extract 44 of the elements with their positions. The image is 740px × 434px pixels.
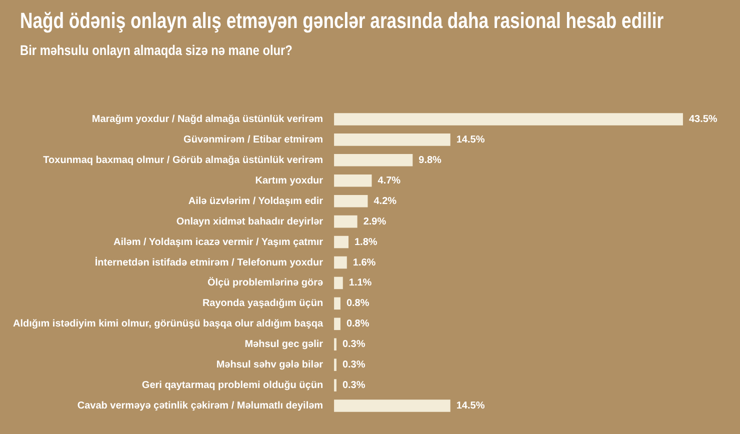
- data-label: 14.5%: [456, 400, 485, 412]
- y-tick-label: Cavab verməyə çətinlik çəkirəm / Məlumatlı deyiləm: [77, 400, 324, 412]
- y-tick-label: Rayonda yaşadığım üçün: [202, 298, 324, 310]
- data-label: 0.3%: [342, 339, 366, 350]
- y-tick-label: Ailə üzvlərim / Yoldaşım edir: [188, 196, 324, 207]
- bar: [334, 134, 450, 146]
- y-tick-label: Marağım yoxdur / Nağd almağa üstünlük verirəm: [92, 114, 324, 125]
- y-tick-label: Məhsul gec gəlir: [244, 339, 324, 350]
- data-label: 1.1%: [348, 278, 372, 289]
- data-label: 0.8%: [346, 318, 370, 330]
- y-tick-label: Geri qaytarmaq problemi olduğu üçün: [142, 380, 324, 392]
- data-label: 1.6%: [352, 257, 376, 268]
- bar: [334, 174, 372, 187]
- y-tick-label: Ölçü problemlərinə görə: [207, 276, 324, 289]
- data-label: 1.8%: [354, 236, 378, 248]
- y-tick-label: Onlayn xidmət bahadır deyirlər: [176, 216, 324, 228]
- data-label: 43.5%: [688, 114, 718, 125]
- y-tick-label: Məhsul səhv gələ bilər: [216, 360, 324, 371]
- bar: [334, 154, 413, 166]
- data-label: 14.5%: [456, 134, 485, 146]
- bar: [334, 236, 348, 248]
- y-tick-label: Aldığım istədiyim kimi olmur, görünüşü başqa olur aldığım başqa: [12, 318, 324, 330]
- chart-title: Nağd ödəniş onlayn alış etməyən gənclər arasında daha rasional hesab edilir: [20, 8, 664, 34]
- bar: [334, 400, 450, 412]
- data-label: 0.3%: [342, 360, 366, 371]
- data-label: 4.2%: [374, 196, 397, 207]
- data-label: 0.3%: [342, 380, 366, 392]
- data-label: 2.9%: [363, 216, 386, 228]
- text: Bir məhsulu onlayn almaqda sizə nə mane olur?: [20, 42, 292, 58]
- bar: [334, 215, 358, 228]
- bar: [334, 256, 347, 269]
- y-tick-label: Güvənmirəm / Etibar etmirəm: [184, 134, 324, 146]
- data-label: 9.8%: [418, 154, 442, 166]
- data-label: 0.8%: [346, 298, 370, 310]
- data-label: 4.7%: [378, 175, 401, 186]
- y-tick-label: Toxunmaq baxmaq olmur / Görüb almağa üstünlük verirəm: [43, 154, 324, 166]
- bar: [334, 318, 340, 330]
- y-tick-label: Kartım yoxdur: [255, 175, 324, 186]
- bar: [334, 194, 368, 208]
- bar: [334, 276, 343, 290]
- bar: [334, 297, 340, 310]
- bar: [334, 113, 683, 126]
- y-tick-label: İnternetdən istifadə etmirəm / Telefonum yoxdur: [94, 256, 324, 268]
- y-tick-label: Ailəm / Yoldaşım icazə vermir / Yaşım çatmır: [113, 236, 324, 248]
